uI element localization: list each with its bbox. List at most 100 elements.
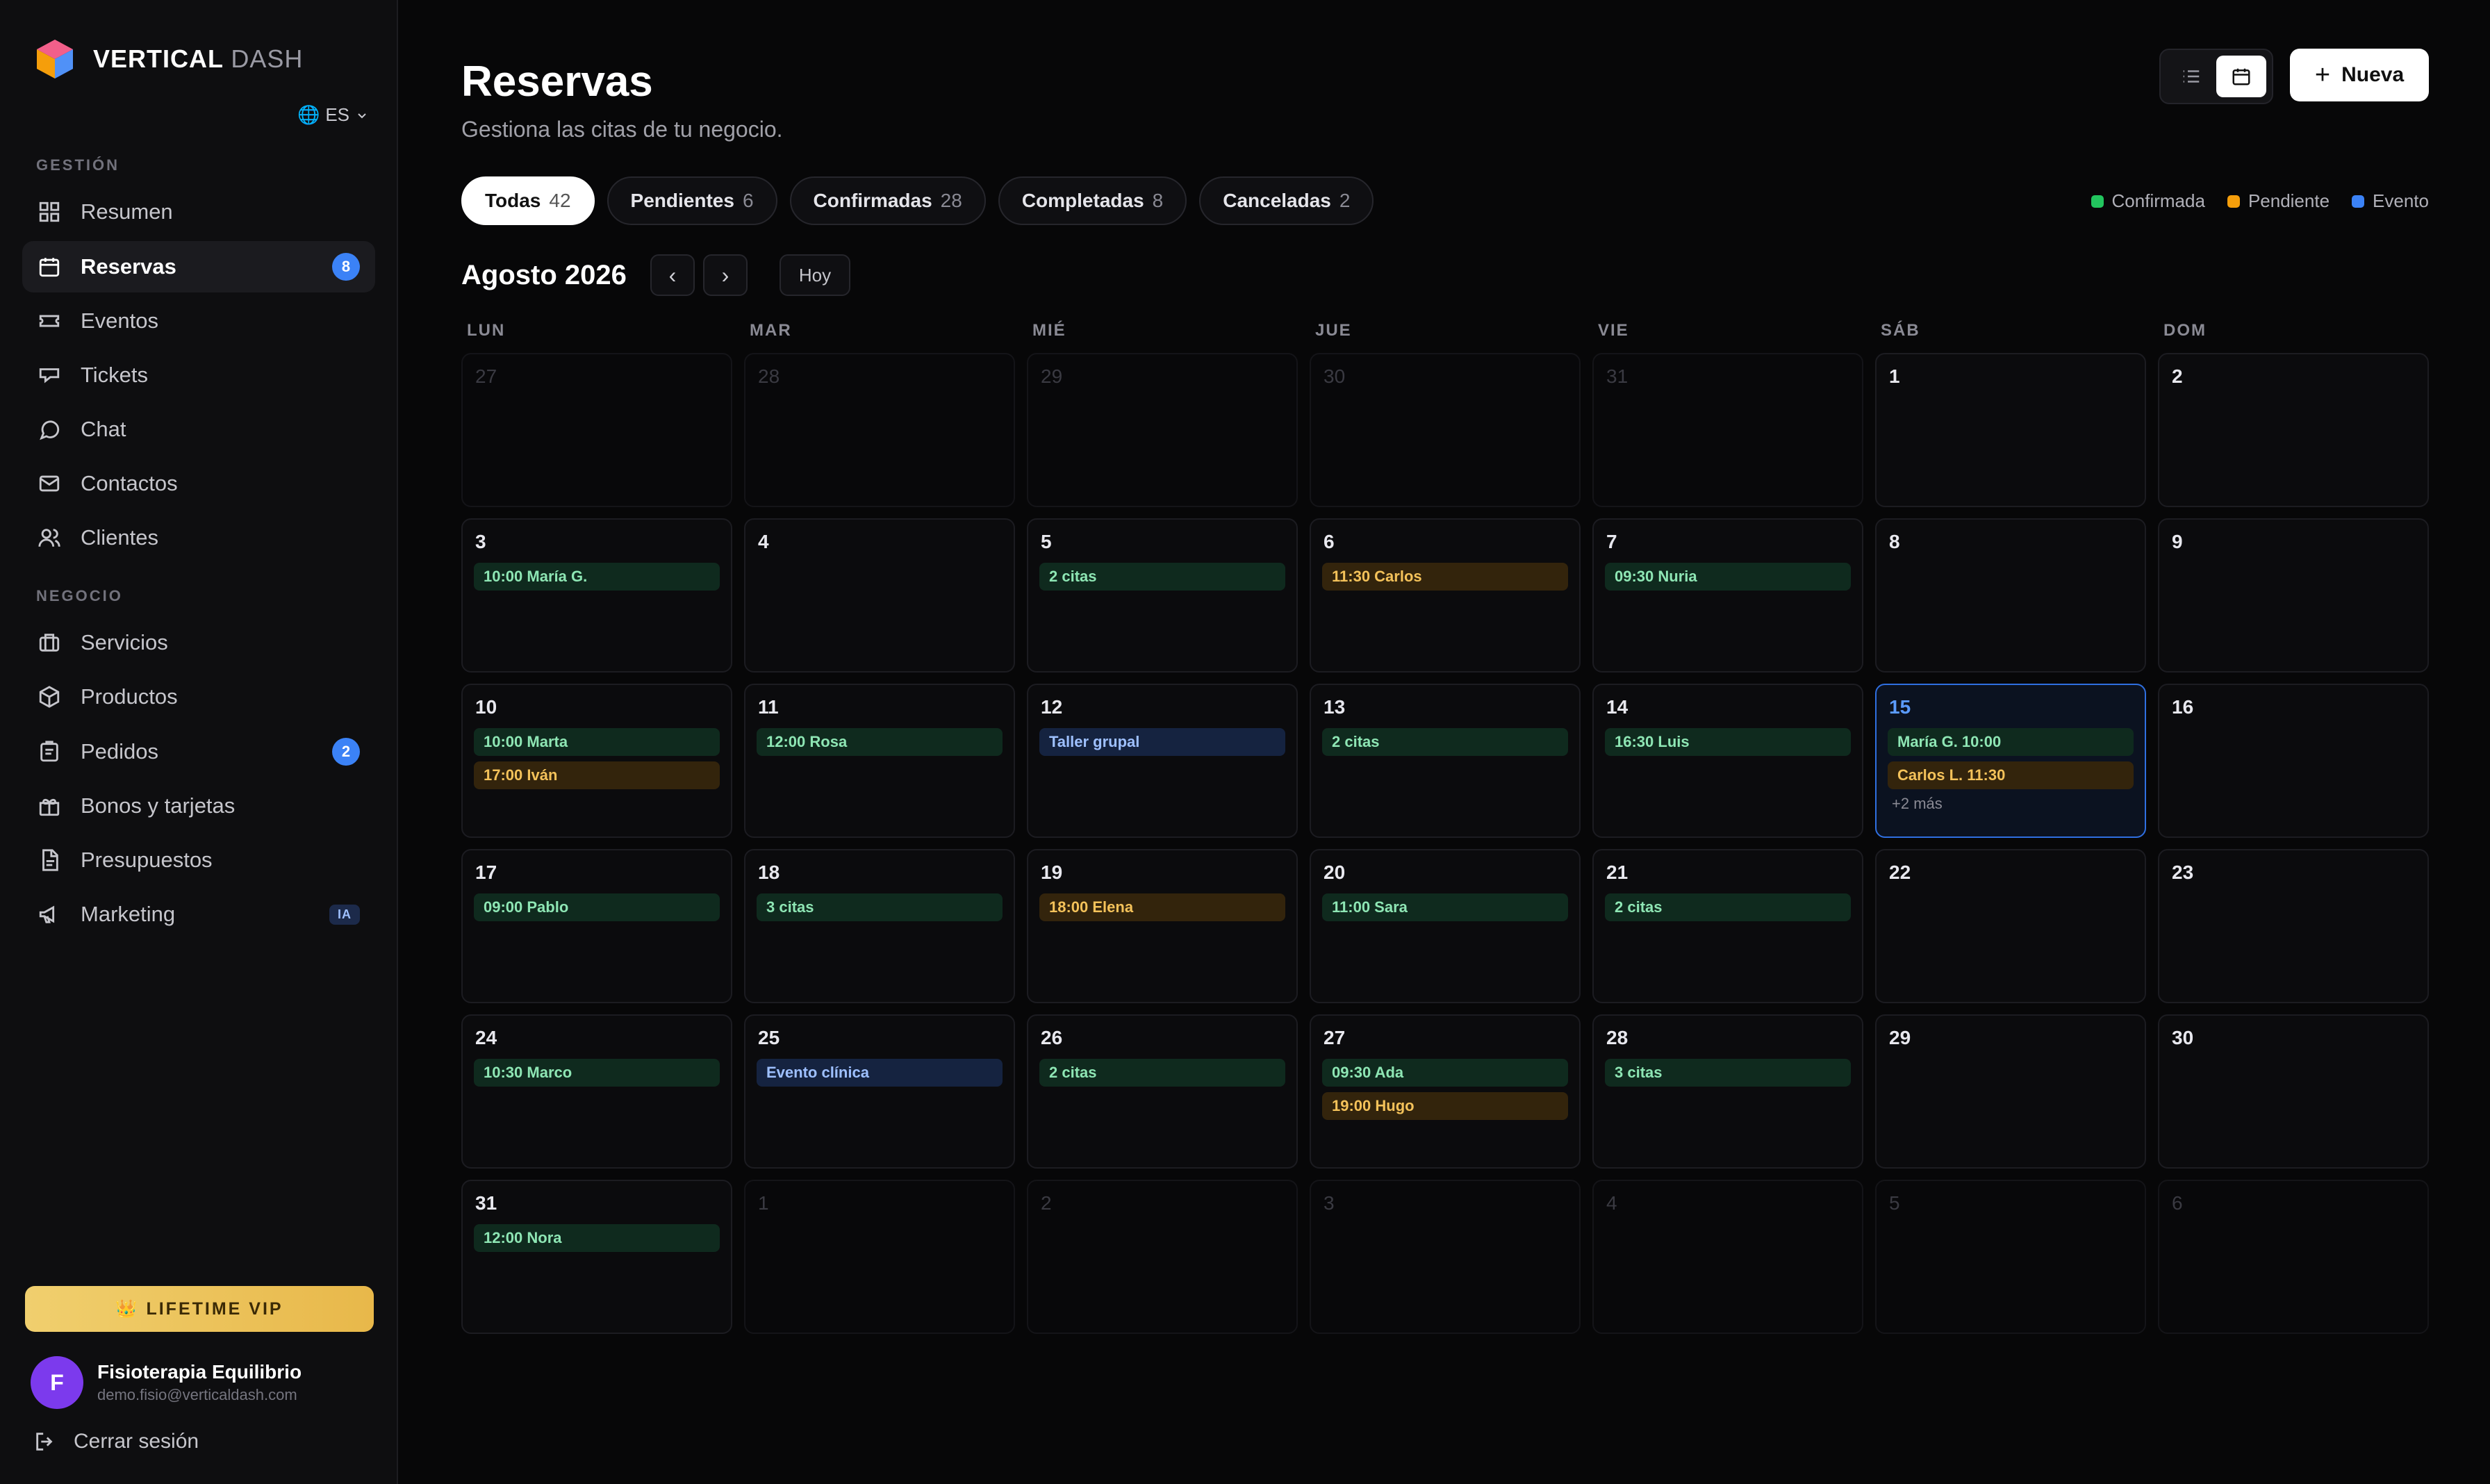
calendar-day[interactable]: 5 2 citas xyxy=(1027,518,1298,673)
booking-chip[interactable]: 10:00 Marta xyxy=(474,728,720,756)
booking-chip[interactable]: 10:30 Marco xyxy=(474,1059,720,1087)
sidebar-item-bonos[interactable]: Bonos y tarjetas xyxy=(22,780,375,832)
filter-completadas[interactable]: Completadas 8 xyxy=(998,176,1187,225)
calendar-day[interactable]: 4 xyxy=(744,518,1015,673)
filter-todas[interactable]: Todas 42 xyxy=(461,176,595,225)
sidebar-item-tickets[interactable]: Tickets xyxy=(22,349,375,401)
booking-chip[interactable]: 2 citas xyxy=(1605,893,1851,921)
sidebar-item-reservas[interactable]: Reservas 8 xyxy=(22,241,375,292)
calendar-day[interactable]: 31 xyxy=(1592,353,1863,507)
logout-button[interactable]: Cerrar sesión xyxy=(33,1430,199,1453)
language-selector[interactable]: 🌐 ES xyxy=(297,104,369,126)
calendar-day[interactable]: 4 xyxy=(1592,1180,1863,1334)
calendar-day[interactable]: 6 11:30 Carlos xyxy=(1310,518,1581,673)
calendar-day[interactable]: 6 xyxy=(2158,1180,2429,1334)
calendar-day-today[interactable]: 15 María G. 10:00 Carlos L. 11:30 +2 más xyxy=(1875,684,2146,838)
booking-chip[interactable]: Taller grupal xyxy=(1039,728,1285,756)
today-button[interactable]: Hoy xyxy=(780,254,850,296)
sidebar: VERTICAL DASH 🌐 ES GESTIÓN Resumen Reser… xyxy=(0,0,398,1484)
booking-chip[interactable]: Carlos L. 11:30 xyxy=(1888,761,2134,789)
booking-chip[interactable]: 12:00 Nora xyxy=(474,1224,720,1252)
booking-chip[interactable]: 3 citas xyxy=(1605,1059,1851,1087)
filter-count: 8 xyxy=(1152,190,1164,211)
booking-chip[interactable]: 09:30 Nuria xyxy=(1605,563,1851,591)
calendar-day[interactable]: 9 xyxy=(2158,518,2429,673)
day-number: 5 xyxy=(1041,531,1052,552)
calendar-day[interactable]: 7 09:30 Nuria xyxy=(1592,518,1863,673)
booking-chip[interactable]: 2 citas xyxy=(1039,563,1285,591)
user-profile[interactable]: F Fisioterapia Equilibrio demo.fisio@ver… xyxy=(31,1356,302,1409)
calendar-day[interactable]: 21 2 citas xyxy=(1592,849,1863,1003)
calendar-day[interactable]: 3 xyxy=(1310,1180,1581,1334)
calendar-day[interactable]: 25 Evento clínica xyxy=(744,1014,1015,1169)
calendar-day[interactable]: 27 xyxy=(461,353,732,507)
sidebar-item-presupuestos[interactable]: Presupuestos xyxy=(22,834,375,886)
calendar-day[interactable]: 29 xyxy=(1027,353,1298,507)
calendar-day[interactable]: 30 xyxy=(2158,1014,2429,1169)
booking-chip[interactable]: 11:30 Carlos xyxy=(1322,563,1568,591)
booking-chip[interactable]: 3 citas xyxy=(757,893,1003,921)
calendar-day[interactable]: 18 3 citas xyxy=(744,849,1015,1003)
booking-chip[interactable]: 18:00 Elena xyxy=(1039,893,1285,921)
calendar-day[interactable]: 22 xyxy=(1875,849,2146,1003)
calendar-day[interactable]: 27 09:30 Ada 19:00 Hugo xyxy=(1310,1014,1581,1169)
sidebar-item-chat[interactable]: Chat xyxy=(22,404,375,455)
calendar-day[interactable]: 1 xyxy=(1875,353,2146,507)
booking-chip[interactable]: 09:00 Pablo xyxy=(474,893,720,921)
booking-chip[interactable]: 16:30 Luis xyxy=(1605,728,1851,756)
brand-logo[interactable]: VERTICAL DASH xyxy=(33,38,303,81)
calendar-day[interactable]: 16 xyxy=(2158,684,2429,838)
calendar-day[interactable]: 19 18:00 Elena xyxy=(1027,849,1298,1003)
calendar-day[interactable]: 24 10:30 Marco xyxy=(461,1014,732,1169)
calendar-day[interactable]: 29 xyxy=(1875,1014,2146,1169)
booking-chip[interactable]: 12:00 Rosa xyxy=(757,728,1003,756)
calendar-day[interactable]: 14 16:30 Luis xyxy=(1592,684,1863,838)
list-view-button[interactable] xyxy=(2166,56,2216,97)
calendar-day[interactable]: 8 xyxy=(1875,518,2146,673)
calendar-day[interactable]: 17 09:00 Pablo xyxy=(461,849,732,1003)
more-bookings-link[interactable]: +2 más xyxy=(1892,795,1943,812)
sidebar-item-marketing[interactable]: Marketing IA xyxy=(22,889,375,940)
booking-chip[interactable]: 19:00 Hugo xyxy=(1322,1092,1568,1120)
calendar-day[interactable]: 31 12:00 Nora xyxy=(461,1180,732,1334)
calendar-day[interactable]: 28 xyxy=(744,353,1015,507)
calendar-day[interactable]: 26 2 citas xyxy=(1027,1014,1298,1169)
sidebar-item-resumen[interactable]: Resumen xyxy=(22,186,375,238)
booking-chip[interactable]: 09:30 Ada xyxy=(1322,1059,1568,1087)
calendar-day[interactable]: 23 xyxy=(2158,849,2429,1003)
new-booking-button[interactable]: + Nueva xyxy=(2290,49,2429,101)
calendar-day[interactable]: 1 xyxy=(744,1180,1015,1334)
filter-pendientes[interactable]: Pendientes 6 xyxy=(607,176,777,225)
booking-chip[interactable]: María G. 10:00 xyxy=(1888,728,2134,756)
calendar-day[interactable]: 28 3 citas xyxy=(1592,1014,1863,1169)
calendar-day[interactable]: 13 2 citas xyxy=(1310,684,1581,838)
sidebar-item-contactos[interactable]: Contactos xyxy=(22,458,375,509)
booking-chip[interactable]: 2 citas xyxy=(1039,1059,1285,1087)
sidebar-item-eventos[interactable]: Eventos xyxy=(22,295,375,347)
sidebar-item-productos[interactable]: Productos xyxy=(22,671,375,723)
calendar-day[interactable]: 2 xyxy=(1027,1180,1298,1334)
previous-month-button[interactable]: ‹ xyxy=(650,254,695,296)
calendar-day[interactable]: 3 10:00 María G. xyxy=(461,518,732,673)
calendar-day[interactable]: 12 Taller grupal xyxy=(1027,684,1298,838)
lifetime-vip-button[interactable]: 👑 LIFETIME VIP xyxy=(25,1286,374,1332)
calendar-day[interactable]: 10 10:00 Marta 17:00 Iván xyxy=(461,684,732,838)
booking-chip[interactable]: Evento clínica xyxy=(757,1059,1003,1087)
calendar-day[interactable]: 5 xyxy=(1875,1180,2146,1334)
booking-chip[interactable]: 2 citas xyxy=(1322,728,1568,756)
calendar-view-button[interactable] xyxy=(2216,56,2266,97)
booking-chip[interactable]: 17:00 Iván xyxy=(474,761,720,789)
calendar-day[interactable]: 2 xyxy=(2158,353,2429,507)
sidebar-item-clientes[interactable]: Clientes xyxy=(22,512,375,563)
calendar-day[interactable]: 30 xyxy=(1310,353,1581,507)
filter-confirmadas[interactable]: Confirmadas 28 xyxy=(789,176,986,225)
sidebar-item-pedidos[interactable]: Pedidos 2 xyxy=(22,726,375,777)
calendar-day[interactable]: 11 12:00 Rosa xyxy=(744,684,1015,838)
next-month-button[interactable]: › xyxy=(703,254,748,296)
calendar-day[interactable]: 20 11:00 Sara xyxy=(1310,849,1581,1003)
sidebar-item-label: Servicios xyxy=(81,630,168,654)
filter-canceladas[interactable]: Canceladas 2 xyxy=(1199,176,1374,225)
booking-chip[interactable]: 11:00 Sara xyxy=(1322,893,1568,921)
sidebar-item-servicios[interactable]: Servicios xyxy=(22,617,375,668)
booking-chip[interactable]: 10:00 María G. xyxy=(474,563,720,591)
